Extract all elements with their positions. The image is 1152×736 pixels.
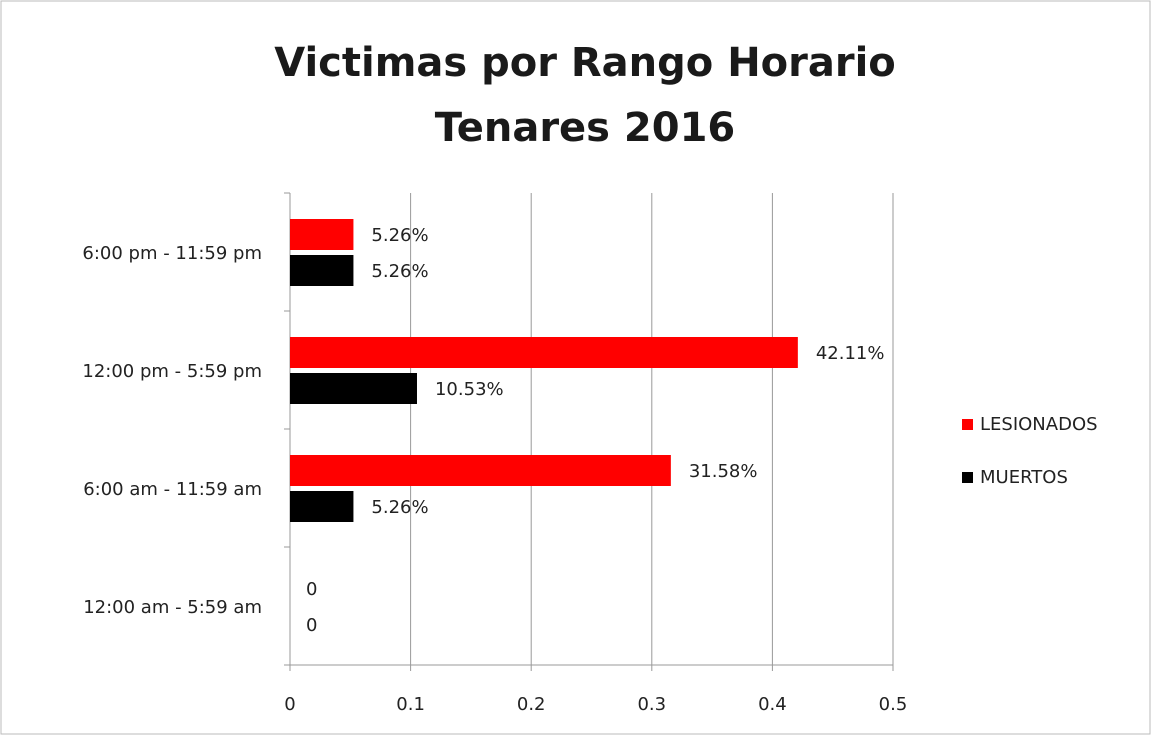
bar [290, 491, 354, 522]
x-tick-label: 0.1 [396, 694, 425, 715]
data-label: 10.53% [435, 379, 504, 400]
bar [290, 255, 354, 286]
x-tick-label: 0 [284, 694, 295, 715]
y-tick-label: 6:00 am - 11:59 am [83, 479, 262, 500]
data-label: 5.26% [371, 261, 428, 282]
x-tick-label: 0.2 [517, 694, 546, 715]
x-tick-label: 0.5 [879, 694, 908, 715]
chart-title: Victimas por Rango Horario [274, 40, 896, 86]
legend-swatch [962, 472, 973, 483]
bar [290, 455, 671, 486]
legend-label: MUERTOS [980, 467, 1068, 488]
legend-swatch [962, 419, 973, 430]
bar [290, 337, 798, 368]
data-label: 42.11% [816, 343, 885, 364]
data-label: 31.58% [689, 461, 758, 482]
x-tick-label: 0.4 [758, 694, 787, 715]
legend-label: LESIONADOS [980, 414, 1098, 435]
chart-subtitle: Tenares 2016 [435, 105, 736, 151]
data-label: 0 [306, 579, 317, 600]
x-tick-label: 0.3 [637, 694, 666, 715]
bar [290, 219, 354, 250]
data-label: 5.26% [371, 225, 428, 246]
data-label: 5.26% [371, 497, 428, 518]
y-tick-label: 12:00 am - 5:59 am [83, 597, 262, 618]
bar [290, 373, 417, 404]
data-label: 0 [306, 615, 317, 636]
y-tick-label: 12:00 pm - 5:59 pm [82, 361, 262, 382]
y-tick-label: 6:00 pm - 11:59 pm [82, 243, 262, 264]
